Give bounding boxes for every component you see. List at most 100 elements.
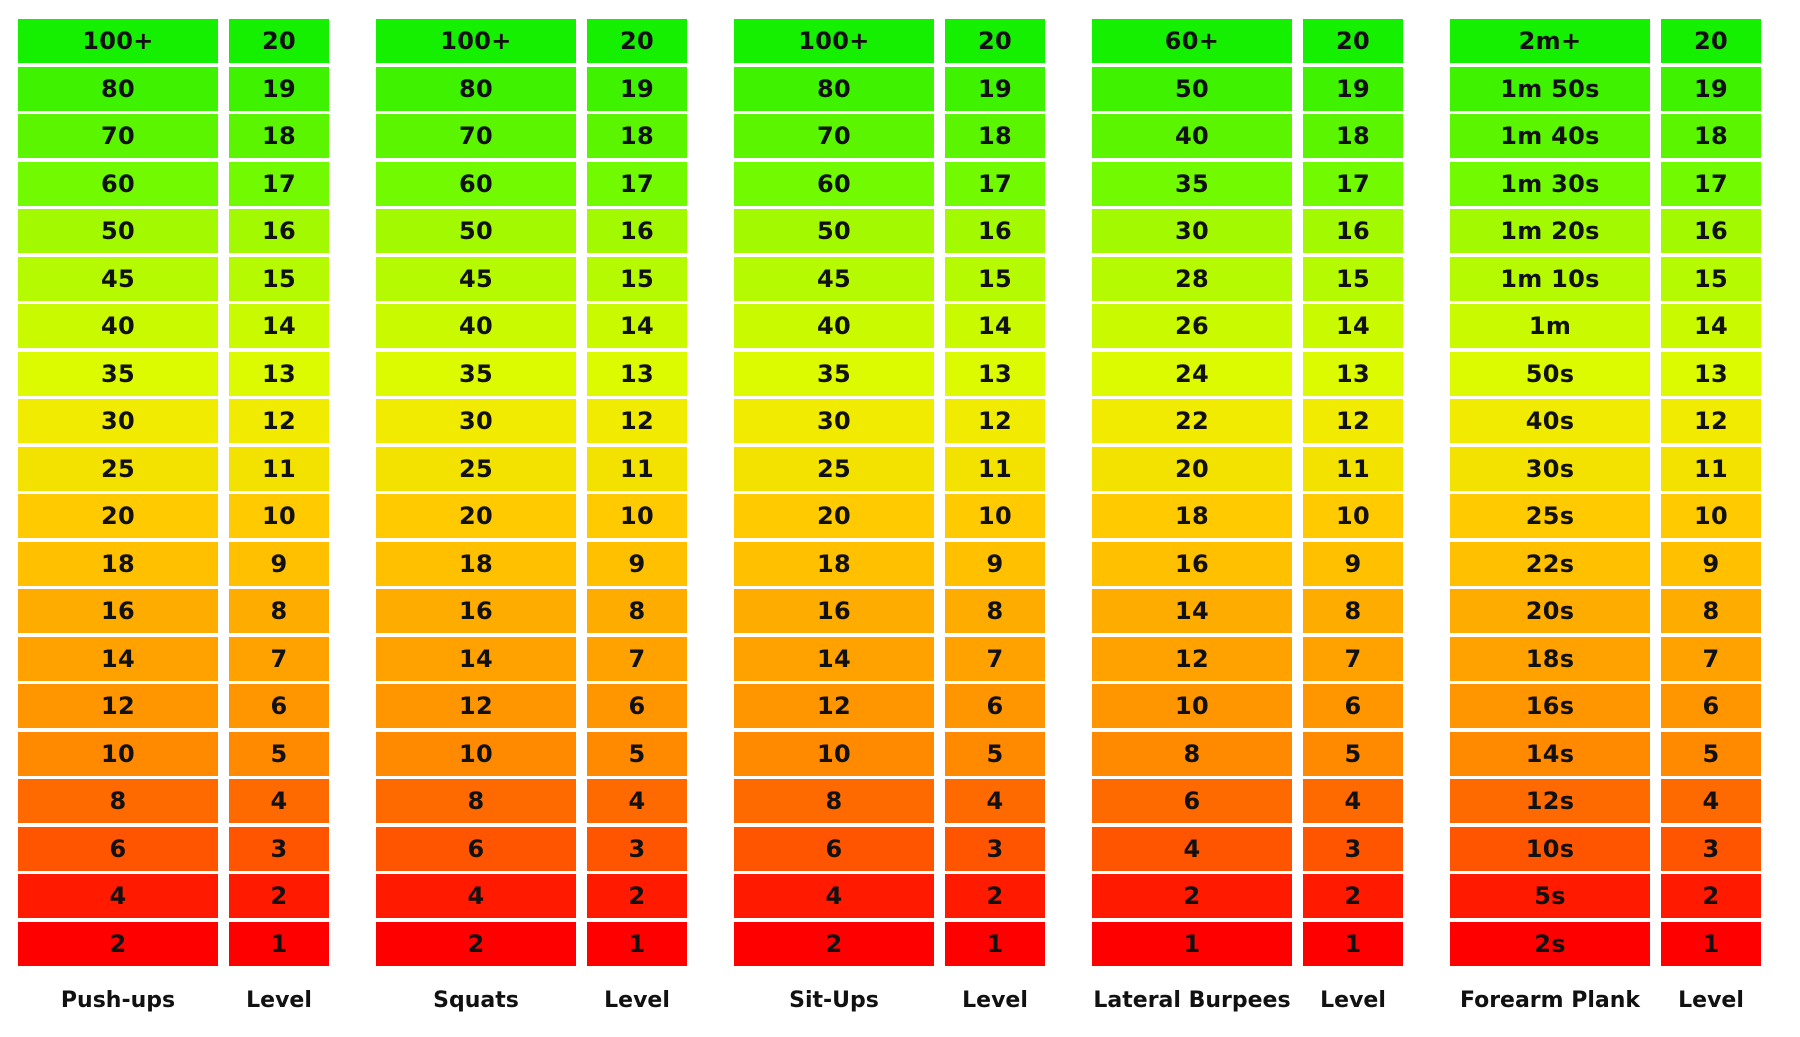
squats-level-cell: 13 bbox=[587, 351, 687, 396]
push-ups-value-cell: 25 bbox=[18, 446, 218, 491]
sit-ups-value-cell: 30 bbox=[734, 399, 934, 443]
push-ups-column-label: Push-ups bbox=[60, 987, 176, 1013]
sit-ups-level-cell: 4 bbox=[945, 779, 1045, 823]
forearm-plank-value-cell: 20s bbox=[1450, 589, 1650, 633]
forearm-plank-value-cell: 10s bbox=[1450, 826, 1650, 871]
lateral-burpees-level-cell: 17 bbox=[1303, 161, 1403, 206]
sit-ups-level-cell: 11 bbox=[945, 446, 1045, 491]
lateral-burpees-level-cell: 11 bbox=[1303, 446, 1403, 491]
lateral-burpees-level-cell: 10 bbox=[1303, 494, 1403, 538]
lateral-burpees-value-cell: 20 bbox=[1092, 446, 1292, 491]
forearm-plank-level-cell: 4 bbox=[1661, 779, 1761, 823]
forearm-plank-level-cell: 16 bbox=[1661, 209, 1761, 253]
push-ups-level-cell: 2 bbox=[229, 874, 329, 918]
forearm-plank-level-cell: 12 bbox=[1661, 399, 1761, 443]
forearm-plank-level-cell: 2 bbox=[1661, 874, 1761, 918]
push-ups-value-cell: 14 bbox=[18, 636, 218, 681]
sit-ups-value-cell: 45 bbox=[734, 256, 934, 301]
lateral-burpees-value-cell: 1 bbox=[1092, 921, 1292, 966]
lateral-burpees-level-cell: 16 bbox=[1303, 209, 1403, 253]
lateral-burpees-level-cell: 9 bbox=[1303, 541, 1403, 586]
sit-ups-value-cell: 70 bbox=[734, 114, 934, 158]
sit-ups-value-cell: 80 bbox=[734, 66, 934, 111]
squats-level-cell: 4 bbox=[587, 779, 687, 823]
squats-value-cell: 25 bbox=[376, 446, 576, 491]
lateral-burpees-level-cell: 8 bbox=[1303, 589, 1403, 633]
push-ups-level-cell: 11 bbox=[229, 446, 329, 491]
lateral-burpees-column-label: Lateral Burpees bbox=[1093, 987, 1291, 1013]
squats-value-cell: 2 bbox=[376, 921, 576, 966]
sit-ups-value-cell: 20 bbox=[734, 494, 934, 538]
forearm-plank-value-cell: 18s bbox=[1450, 636, 1650, 681]
lateral-burpees-level-cell: 13 bbox=[1303, 351, 1403, 396]
forearm-plank-level-cell: 9 bbox=[1661, 541, 1761, 586]
forearm-plank-level-cell: 10 bbox=[1661, 494, 1761, 538]
lateral-burpees-value-cell: 4 bbox=[1092, 826, 1292, 871]
forearm-plank-value-cell: 5s bbox=[1450, 874, 1650, 918]
forearm-plank-value-cell: 14s bbox=[1450, 731, 1650, 776]
push-ups-level-cell: 4 bbox=[229, 779, 329, 823]
squats-value-cell: 16 bbox=[376, 589, 576, 633]
sit-ups-value-cell: 4 bbox=[734, 874, 934, 918]
sit-ups-value-cell: 14 bbox=[734, 636, 934, 681]
forearm-plank-level-cell: 6 bbox=[1661, 684, 1761, 728]
sit-ups-value-cell: 100+ bbox=[734, 19, 934, 63]
sit-ups-value-cell: 50 bbox=[734, 209, 934, 253]
squats-value-cell: 8 bbox=[376, 779, 576, 823]
squats-value-cell: 50 bbox=[376, 209, 576, 253]
squats-level-cell: 10 bbox=[587, 494, 687, 538]
push-ups-level-cell: 20 bbox=[229, 19, 329, 63]
squats-level-label: Level bbox=[604, 987, 670, 1013]
lateral-burpees-level-cell: 5 bbox=[1303, 731, 1403, 776]
push-ups-level-cell: 6 bbox=[229, 684, 329, 728]
sit-ups-level-cell: 16 bbox=[945, 209, 1045, 253]
sit-ups-value-cell: 60 bbox=[734, 161, 934, 206]
forearm-plank-level-cell: 3 bbox=[1661, 826, 1761, 871]
push-ups-value-cell: 40 bbox=[18, 304, 218, 348]
push-ups-level-cell: 15 bbox=[229, 256, 329, 301]
push-ups-level-cell: 12 bbox=[229, 399, 329, 443]
forearm-plank-level-cell: 18 bbox=[1661, 114, 1761, 158]
push-ups-value-cell: 70 bbox=[18, 114, 218, 158]
sit-ups-value-cell: 25 bbox=[734, 446, 934, 491]
sit-ups-value-cell: 8 bbox=[734, 779, 934, 823]
forearm-plank-value-cell: 50s bbox=[1450, 351, 1650, 396]
squats-value-cell: 40 bbox=[376, 304, 576, 348]
push-ups-value-cell: 4 bbox=[18, 874, 218, 918]
lateral-burpees-value-cell: 50 bbox=[1092, 66, 1292, 111]
push-ups-value-cell: 80 bbox=[18, 66, 218, 111]
sit-ups-level-cell: 17 bbox=[945, 161, 1045, 206]
squats-level-cell: 5 bbox=[587, 731, 687, 776]
lateral-burpees-level-cell: 18 bbox=[1303, 114, 1403, 158]
lateral-burpees-level-cell: 2 bbox=[1303, 874, 1403, 918]
sit-ups-level-cell: 12 bbox=[945, 399, 1045, 443]
squats-level-cell: 18 bbox=[587, 114, 687, 158]
sit-ups-level-cell: 3 bbox=[945, 826, 1045, 871]
squats-column-label: Squats bbox=[433, 987, 519, 1013]
push-ups-value-cell: 20 bbox=[18, 494, 218, 538]
push-ups-level-cell: 8 bbox=[229, 589, 329, 633]
squats-value-cell: 80 bbox=[376, 66, 576, 111]
push-ups-value-cell: 18 bbox=[18, 541, 218, 586]
sit-ups-level-cell: 10 bbox=[945, 494, 1045, 538]
forearm-plank-value-cell: 30s bbox=[1450, 446, 1650, 491]
squats-level-cell: 7 bbox=[587, 636, 687, 681]
push-ups-level-cell: 19 bbox=[229, 66, 329, 111]
forearm-plank-level-cell: 5 bbox=[1661, 731, 1761, 776]
lateral-burpees-level-cell: 7 bbox=[1303, 636, 1403, 681]
squats-value-cell: 60 bbox=[376, 161, 576, 206]
push-ups-level-cell: 3 bbox=[229, 826, 329, 871]
squats-value-cell: 18 bbox=[376, 541, 576, 586]
forearm-plank-level-cell: 13 bbox=[1661, 351, 1761, 396]
lateral-burpees-level-cell: 12 bbox=[1303, 399, 1403, 443]
forearm-plank-value-cell: 2m+ bbox=[1450, 19, 1650, 63]
forearm-plank-value-cell: 1m 30s bbox=[1450, 161, 1650, 206]
squats-value-cell: 14 bbox=[376, 636, 576, 681]
lateral-burpees-level-label: Level bbox=[1320, 987, 1386, 1013]
push-ups-level-label: Level bbox=[246, 987, 312, 1013]
sit-ups-value-cell: 10 bbox=[734, 731, 934, 776]
push-ups-value-cell: 8 bbox=[18, 779, 218, 823]
sit-ups-level-cell: 5 bbox=[945, 731, 1045, 776]
squats-level-cell: 11 bbox=[587, 446, 687, 491]
